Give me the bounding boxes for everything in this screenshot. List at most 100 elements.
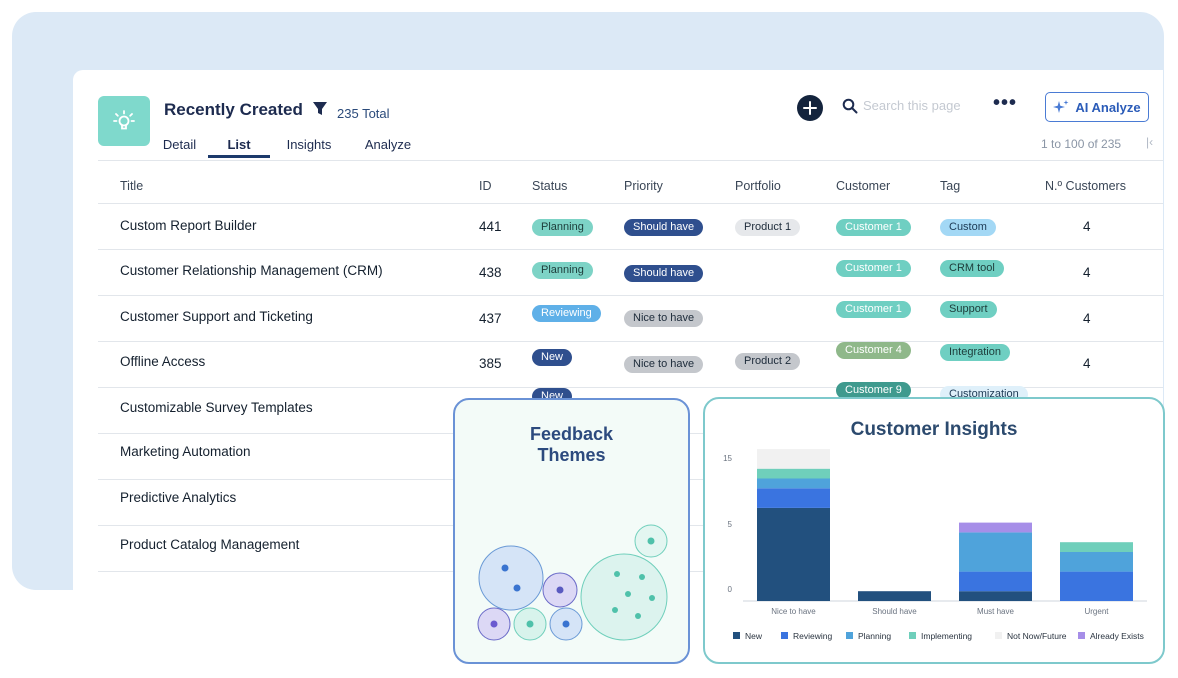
table-row[interactable]: Customer Relationship Management (CRM) 4… [98,249,1163,295]
legend-swatch [781,632,788,639]
bar-segment [757,507,830,601]
filter-icon[interactable] [311,100,329,118]
search-icon [842,98,858,114]
x-tick-label: Urgent [1084,607,1109,616]
bar-segment [959,571,1032,592]
column-header-id[interactable]: ID [479,179,492,193]
tab-analyze[interactable]: Analyze [364,137,412,152]
more-options-icon[interactable]: ••• [993,92,1018,114]
tab-list[interactable]: List [208,134,270,158]
legend-swatch [1078,632,1085,639]
plus-icon [803,101,817,115]
ai-analyze-button[interactable]: AI Analyze [1045,92,1149,122]
ai-analyze-label: AI Analyze [1075,99,1141,115]
add-button[interactable] [797,95,823,121]
bar-segment [757,468,830,479]
customer-count: 4 [1083,311,1091,326]
bar-segment [1060,542,1133,552]
priority-badge: Should have [624,219,704,236]
customer-count: 4 [1083,265,1091,280]
customer-insights-chart: 0 5 15 Nice to have Should have Must have Urge… [723,449,1147,641]
customer-badge: Customer 1 [836,219,911,236]
row-title[interactable]: Customer Support and Ticketing [120,309,313,324]
theme-bubble [580,553,668,641]
column-header-tag[interactable]: Tag [940,179,961,193]
feedback-themes-title: Feedback Themes [529,424,614,465]
customer-badge: Customer 4 [836,342,911,359]
legend-swatch [909,632,916,639]
theme-bubble [478,545,544,611]
status-badge: Planning [532,219,593,236]
table-row[interactable]: Custom Report Builder 441 Planning Shoul… [98,203,1163,249]
legend-label: Already Exists [1090,631,1144,641]
customer-insights-card[interactable]: Customer Insights 0 5 15 Nice to have Should… [703,397,1165,664]
bar-segment [858,591,931,601]
bar-segment [757,488,830,508]
legend-swatch [995,632,1002,639]
column-header-priority[interactable]: Priority [624,179,663,193]
x-tick-label: Nice to have [771,607,816,616]
row-title[interactable]: Customer Relationship Management (CRM) [120,263,383,278]
sparkle-icon [1053,100,1069,113]
tag-badge: Integration [940,344,1010,361]
legend-swatch [846,632,853,639]
bar-segment [1060,552,1133,572]
x-tick-label: Must have [977,607,1014,616]
first-page-icon[interactable]: |‹ [1146,135,1154,149]
legend-label: Reviewing [793,631,832,641]
bar-segment [959,532,1032,572]
priority-badge: Nice to have [624,310,704,327]
y-tick-label: 15 [723,454,732,463]
bar-segment [1060,571,1133,601]
feedback-themes-card[interactable]: Feedback Themes [453,398,690,664]
search-input[interactable] [863,98,973,113]
legend-label: Implementing [921,631,972,641]
customer-badge: Customer 1 [836,260,911,277]
customer-badge: Customer 1 [836,301,911,318]
customer-count: 4 [1083,219,1091,234]
row-title[interactable]: Product Catalog Management [120,537,300,552]
table-row[interactable]: Customer Support and Ticketing 437 Revie… [98,295,1163,341]
tag-badge: Support [940,301,997,318]
y-tick-label: 0 [728,585,733,594]
legend-label: Planning [858,631,891,641]
bar-segment [959,522,1032,533]
view-tabs: Detail List Insights Analyze [151,134,428,158]
column-header-title[interactable]: Title [120,179,144,193]
customer-badge: Customer 9 [836,382,911,399]
bar-segment [959,591,1032,601]
pagination-info: 1 to 100 of 235 [1041,137,1122,151]
status-badge: Reviewing [532,305,601,322]
legend-label: Not Now/Future [1007,631,1067,641]
y-tick-label: 5 [728,520,733,529]
status-badge: New [532,349,573,366]
status-badge: Planning [532,262,593,279]
bar-segment [757,478,830,489]
row-title[interactable]: Custom Report Builder [120,218,257,233]
page-title: Recently Created [164,100,303,119]
row-id: 438 [479,265,502,280]
priority-badge: Should have [624,265,704,282]
tag-badge: CRM tool [940,260,1004,277]
column-header-customer-count[interactable]: N.º Customers [1045,179,1126,193]
column-header-customer[interactable]: Customer [836,179,891,193]
column-header-portfolio[interactable]: Portfolio [735,179,781,193]
table-row[interactable]: Offline Access 385 New Nice to have Prod… [98,341,1163,387]
row-title[interactable]: Customizable Survey Templates [120,400,313,415]
row-id: 441 [479,219,502,234]
tab-insights[interactable]: Insights [286,137,332,152]
tab-detail[interactable]: Detail [162,137,197,152]
customer-insights-title: Customer Insights [850,419,1018,440]
customer-count: 4 [1083,356,1091,371]
row-id: 437 [479,311,502,326]
legend-label: New [745,631,763,641]
row-title[interactable]: Offline Access [120,354,206,369]
tag-badge: Custom [940,219,996,236]
x-tick-label: Should have [872,607,917,616]
row-title[interactable]: Predictive Analytics [120,490,237,505]
legend-swatch [733,632,740,639]
column-header-status[interactable]: Status [532,179,568,193]
portfolio-badge: Product 2 [735,353,801,370]
row-title[interactable]: Marketing Automation [120,444,251,459]
lightbulb-icon [113,110,135,130]
